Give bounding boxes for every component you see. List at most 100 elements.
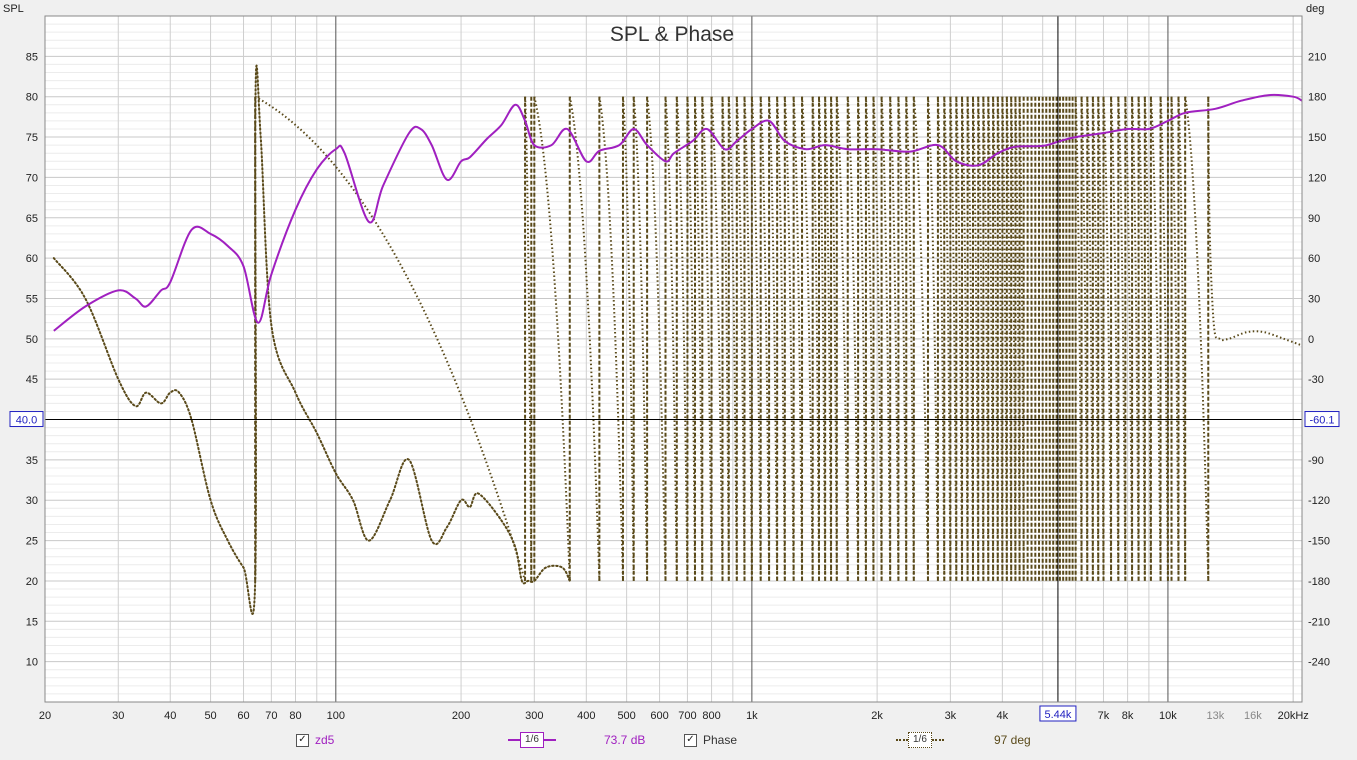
left-tick-label: 70 <box>26 172 38 184</box>
right-tick-label: 0 <box>1308 334 1314 346</box>
phase-segment <box>533 96 571 581</box>
phase-segment <box>889 96 900 581</box>
x-tick-label: 400 <box>577 710 595 722</box>
x-tick-label: 3k <box>945 710 957 722</box>
phase-segment <box>982 96 990 581</box>
spl-line-swatch-right <box>543 739 556 741</box>
phase-segment <box>801 96 814 581</box>
phase-segment <box>694 96 704 581</box>
phase-segment <box>622 96 635 581</box>
x-tick-label: 16k <box>1244 710 1262 722</box>
phase-segment <box>992 96 999 581</box>
spl-series-name: zd5 <box>315 733 335 747</box>
phase-segment <box>727 96 738 581</box>
phase-segment <box>646 96 667 581</box>
phase-segment <box>1010 96 1017 581</box>
phase-segment <box>949 96 958 581</box>
x-tick-label: 13k <box>1206 710 1224 722</box>
phase-segment <box>846 96 860 581</box>
plot-background <box>45 16 1302 702</box>
spl-visibility-checkbox[interactable]: ✓ <box>296 733 309 747</box>
phase-visibility-checkbox[interactable]: ✓ <box>684 733 697 747</box>
left-tick-label: 80 <box>26 92 38 104</box>
phase-segment <box>927 96 939 581</box>
phase-segment <box>1102 96 1113 581</box>
phase-segment <box>750 96 762 581</box>
phase-segment <box>811 96 820 581</box>
phase-segment <box>710 96 724 581</box>
phase-segment <box>1097 96 1105 581</box>
phase-smoothing-chip[interactable]: 1/6 <box>896 730 944 750</box>
right-tick-label: 150 <box>1308 132 1326 144</box>
right-tick-label: -240 <box>1308 657 1330 669</box>
phase-series-name: Phase <box>703 733 738 747</box>
right-tick-label: 90 <box>1308 213 1320 225</box>
right-tick-label: 180 <box>1308 92 1326 104</box>
phase-segment <box>1110 96 1120 581</box>
phase-segment <box>1137 96 1146 581</box>
phase-segment <box>776 96 786 581</box>
phase-segment <box>1131 96 1140 581</box>
cursor-phase-readout-box <box>1304 411 1340 428</box>
phase-cursor-value-wrap: 97 deg <box>994 730 1031 750</box>
phase-segment <box>1177 96 1187 581</box>
phase-segment <box>1074 96 1083 581</box>
phase-segment <box>857 96 867 581</box>
phase-segment <box>864 96 875 581</box>
left-tick-label: 50 <box>26 334 38 346</box>
x-tick-label: 80 <box>289 710 301 722</box>
phase-segment <box>721 96 730 581</box>
right-tick-label: -150 <box>1308 536 1330 548</box>
phase-segment <box>996 96 1004 581</box>
x-tick-label: 200 <box>452 710 470 722</box>
phase-segment <box>1124 96 1134 581</box>
phase-segment <box>1117 96 1127 581</box>
phase-segment <box>598 96 624 581</box>
x-tick-label: 70 <box>265 710 277 722</box>
phase-segment <box>905 96 915 581</box>
phase-segment <box>977 96 985 581</box>
spl-smoothing-chip[interactable]: 1/6 <box>508 730 556 750</box>
cursor-freq-readout: 5.44k <box>1044 709 1071 721</box>
phase-segment <box>972 96 980 581</box>
left-tick-label: 65 <box>26 213 38 225</box>
phase-segment <box>1170 96 1180 581</box>
phase-cursor-value: 97 deg <box>994 733 1031 747</box>
phase-segment <box>955 96 963 581</box>
phase-segment <box>897 96 908 581</box>
phase-segment <box>1018 96 1025 581</box>
phase-segment <box>743 96 753 581</box>
phase-segment <box>835 96 849 581</box>
phase-segment <box>632 96 649 581</box>
left-tick-label: 30 <box>26 495 38 507</box>
phase-segment <box>792 96 803 581</box>
phase-segment <box>872 96 883 581</box>
left-tick-label: 25 <box>26 536 38 548</box>
right-axis-label: deg <box>1306 3 1324 15</box>
phase-segment <box>675 96 689 581</box>
chart-title: SPL & Phase <box>610 23 734 46</box>
phase-segment <box>1014 96 1021 581</box>
phase-segment <box>830 96 838 581</box>
phase-segment <box>936 96 946 581</box>
cursor[interactable]: 40.0 -60.1 5.44k <box>9 16 1340 722</box>
x-tick-label: 60 <box>237 710 249 722</box>
x-tick-label: 50 <box>204 710 216 722</box>
right-tick-label: 120 <box>1308 172 1326 184</box>
legend-phase: ✓ Phase <box>684 730 737 750</box>
left-tick-label: 55 <box>26 293 38 305</box>
phase-segment <box>966 96 974 581</box>
x-tick-label: 2k <box>871 710 883 722</box>
x-tick-label: 10k <box>1159 710 1177 722</box>
spl-phase-chart[interactable]: 10 15 20 25 30 35 40 45 50 55 60 65 70 75 80 85 -240 -210… <box>0 0 1357 728</box>
phase-segment <box>1149 96 1162 581</box>
x-tick-label: 7k <box>1098 710 1110 722</box>
x-tick-label: 30 <box>112 710 124 722</box>
left-tick-label: 20 <box>26 576 38 588</box>
phase-segment <box>880 96 892 581</box>
spl-smoothing-label: 1/6 <box>520 732 544 748</box>
x-tick-label: 600 <box>650 710 668 722</box>
x-tick-label: 100 <box>327 710 345 722</box>
right-tick-label: 30 <box>1308 293 1320 305</box>
phase-segment <box>824 96 833 581</box>
